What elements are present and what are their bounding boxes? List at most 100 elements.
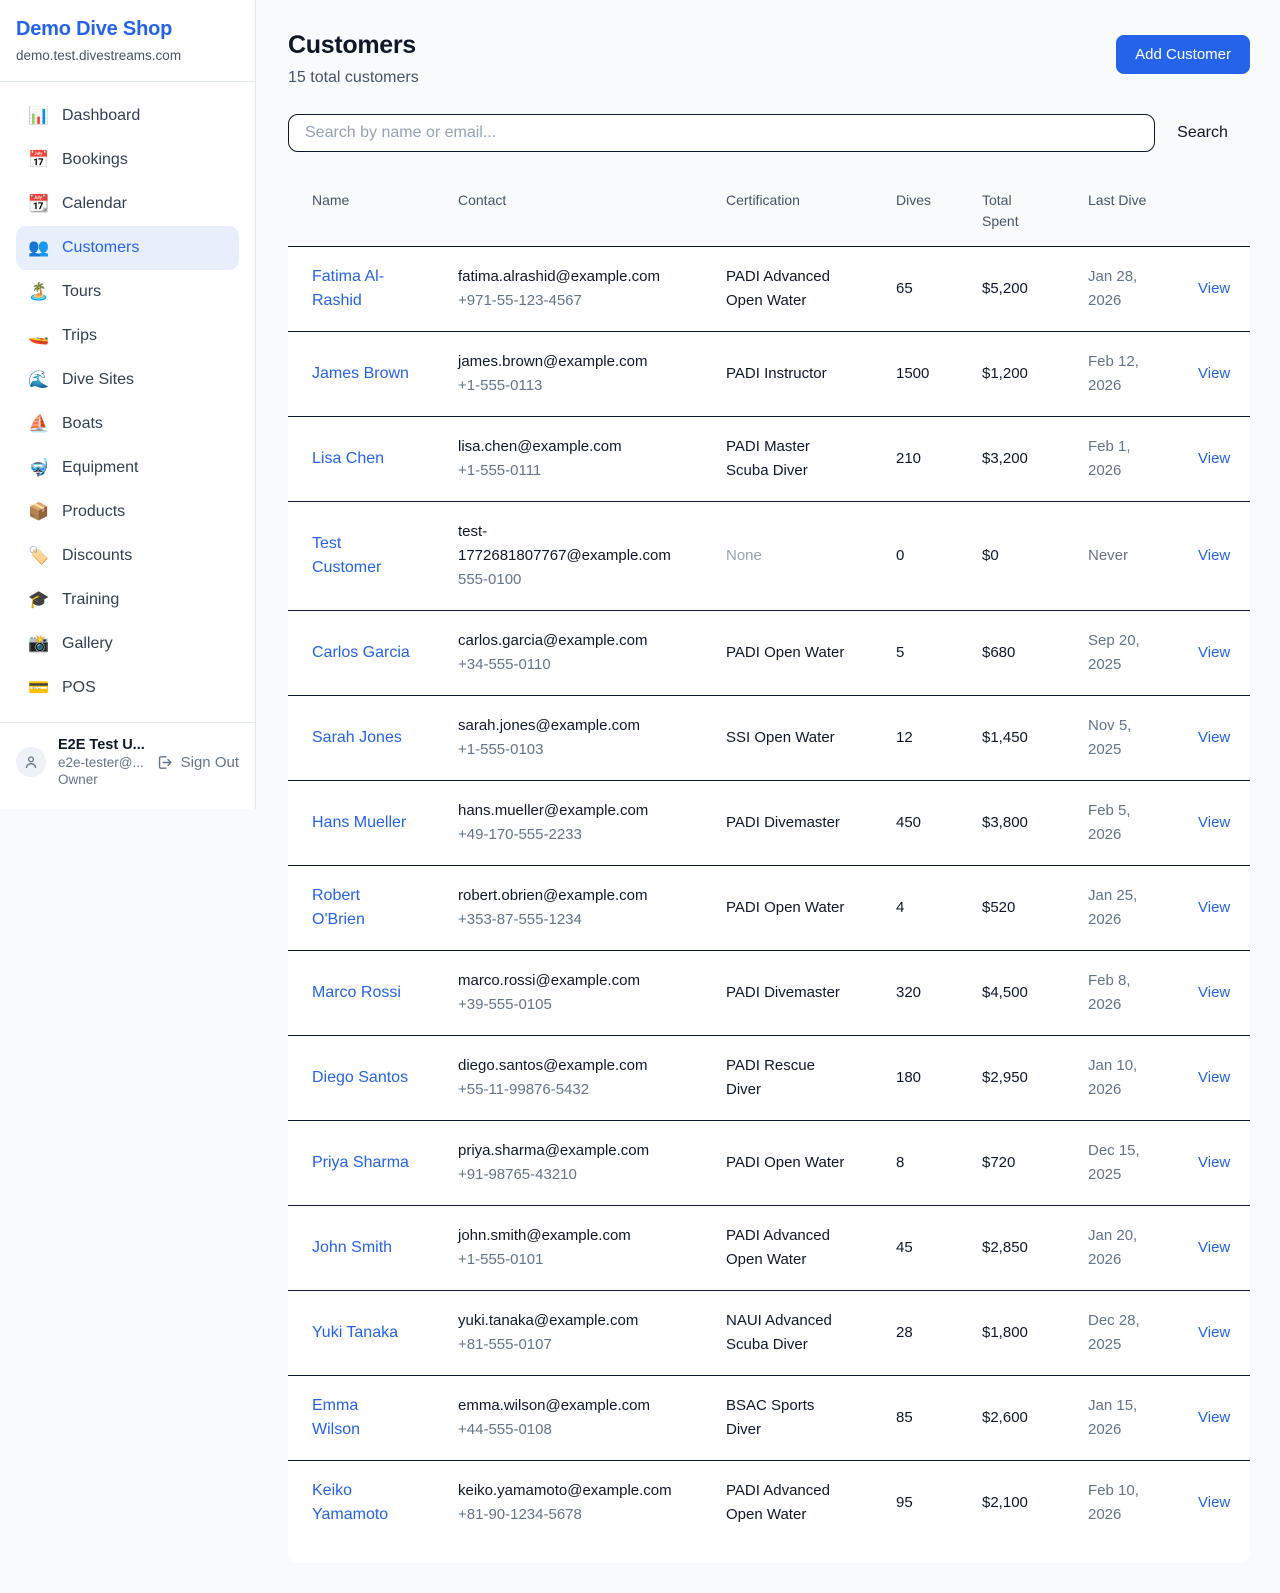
- sidebar-nav: 📊 Dashboard 📅 Bookings 📆 Calendar 👥 Cust…: [0, 82, 255, 722]
- customer-total-spent: $680: [958, 610, 1064, 696]
- customer-email: hans.mueller@example.com: [458, 802, 649, 819]
- sidebar-item-trips[interactable]: 🚤 Trips: [16, 314, 239, 358]
- customer-phone: +1-555-0103: [458, 741, 544, 758]
- sidebar-item-discounts[interactable]: 🏷️ Discounts: [16, 534, 239, 578]
- customer-certification: PADI Rescue Diver: [726, 1057, 815, 1098]
- customer-name-link[interactable]: Test Customer: [312, 535, 382, 576]
- customer-certification: None: [726, 547, 762, 564]
- view-customer-link[interactable]: View: [1198, 984, 1231, 1001]
- sidebar-item-calendar[interactable]: 📆 Calendar: [16, 182, 239, 226]
- customer-email: marco.rossi@example.com: [458, 972, 640, 989]
- sidebar-item-label: Gallery: [62, 635, 113, 652]
- customer-last-dive: Never: [1064, 501, 1174, 611]
- customer-phone: +91-98765-43210: [458, 1166, 577, 1183]
- table-header: Name Contact Certification Dives Total S…: [288, 178, 1250, 247]
- dashboard-icon: 📊: [28, 106, 50, 125]
- customer-certification: PADI Open Water: [726, 899, 845, 916]
- customer-name-link[interactable]: Emma Wilson: [312, 1397, 361, 1438]
- customer-last-dive: Feb 12, 2026: [1064, 331, 1174, 417]
- sidebar-item-customers[interactable]: 👥 Customers: [16, 226, 239, 270]
- customer-name-link[interactable]: James Brown: [312, 365, 409, 382]
- sidebar-item-boats[interactable]: ⛵ Boats: [16, 402, 239, 446]
- table-header-row: Name Contact Certification Dives Total S…: [288, 178, 1250, 247]
- customer-certification: PADI Advanced Open Water: [726, 1227, 830, 1268]
- customer-total-spent: $2,600: [958, 1375, 1064, 1461]
- sidebar-item-products[interactable]: 📦 Products: [16, 490, 239, 534]
- customer-name-link[interactable]: Diego Santos: [312, 1069, 409, 1086]
- customer-certification: NAUI Advanced Scuba Diver: [726, 1312, 832, 1353]
- view-customer-link[interactable]: View: [1198, 899, 1231, 916]
- customer-dives: 65: [872, 246, 958, 332]
- customer-total-spent: $3,800: [958, 780, 1064, 866]
- view-customer-link[interactable]: View: [1198, 1324, 1231, 1341]
- sign-out-button[interactable]: Sign Out: [156, 754, 239, 771]
- view-customer-link[interactable]: View: [1198, 644, 1231, 661]
- table-row: Diego Santos diego.santos@example.com +5…: [288, 1035, 1250, 1121]
- sidebar-item-label: Discounts: [62, 547, 133, 564]
- customer-name-link[interactable]: Hans Mueller: [312, 814, 407, 831]
- search-input[interactable]: [288, 114, 1155, 152]
- customer-email: keiko.yamamoto@example.com: [458, 1482, 672, 1499]
- customer-email: sarah.jones@example.com: [458, 717, 640, 734]
- customer-phone: +44-555-0108: [458, 1421, 552, 1438]
- sidebar-item-label: Dashboard: [62, 107, 141, 124]
- search-button[interactable]: Search: [1177, 124, 1228, 141]
- customer-name-link[interactable]: Robert O'Brien: [312, 887, 365, 928]
- customer-name-link[interactable]: Keiko Yamamoto: [312, 1482, 389, 1523]
- sidebar-item-dashboard[interactable]: 📊 Dashboard: [16, 94, 239, 138]
- view-customer-link[interactable]: View: [1198, 450, 1231, 467]
- sidebar-item-pos[interactable]: 💳 POS: [16, 666, 239, 710]
- customer-name-link[interactable]: Carlos Garcia: [312, 644, 410, 661]
- customer-total-spent: $4,500: [958, 950, 1064, 1036]
- view-customer-link[interactable]: View: [1198, 1239, 1231, 1256]
- customer-total-spent: $0: [958, 501, 1064, 611]
- sidebar-item-label: Training: [62, 591, 120, 608]
- user-role: Owner: [58, 772, 98, 787]
- sidebar-item-dive-sites[interactable]: 🌊 Dive Sites: [16, 358, 239, 402]
- customer-total-spent: $2,850: [958, 1205, 1064, 1291]
- column-header-total-spent: Total Spent: [958, 178, 1064, 247]
- sidebar-item-bookings[interactable]: 📅 Bookings: [16, 138, 239, 182]
- view-customer-link[interactable]: View: [1198, 729, 1231, 746]
- sidebar-item-equipment[interactable]: 🤿 Equipment: [16, 446, 239, 490]
- customer-name-link[interactable]: Lisa Chen: [312, 450, 385, 467]
- sidebar-item-label: Equipment: [62, 459, 139, 476]
- customer-name-link[interactable]: Priya Sharma: [312, 1154, 409, 1171]
- customer-name-link[interactable]: Yuki Tanaka: [312, 1324, 398, 1341]
- customer-name-link[interactable]: Sarah Jones: [312, 729, 402, 746]
- customers-icon: 👥: [28, 238, 50, 257]
- view-customer-link[interactable]: View: [1198, 1069, 1231, 1086]
- customer-last-dive: Dec 28, 2025: [1064, 1290, 1174, 1376]
- customer-dives: 85: [872, 1375, 958, 1461]
- customer-name-link[interactable]: Marco Rossi: [312, 984, 401, 1001]
- customer-name-link[interactable]: John Smith: [312, 1239, 393, 1256]
- view-customer-link[interactable]: View: [1198, 814, 1231, 831]
- tours-icon: 🏝️: [28, 282, 50, 301]
- bookings-icon: 📅: [28, 150, 50, 169]
- customer-dives: 95: [896, 1494, 913, 1511]
- add-customer-button[interactable]: Add Customer: [1116, 35, 1250, 74]
- customer-certification: PADI Master Scuba Diver: [726, 438, 810, 479]
- sidebar-item-training[interactable]: 🎓 Training: [16, 578, 239, 622]
- view-customer-link[interactable]: View: [1198, 1494, 1231, 1511]
- column-header-name: Name: [288, 178, 434, 247]
- view-customer-link[interactable]: View: [1198, 547, 1231, 564]
- page-title-block: Customers 15 total customers: [288, 31, 419, 87]
- sidebar-item-tours[interactable]: 🏝️ Tours: [16, 270, 239, 314]
- sidebar-item-gallery[interactable]: 📸 Gallery: [16, 622, 239, 666]
- customer-total-spent: $720: [958, 1120, 1064, 1206]
- view-customer-link[interactable]: View: [1198, 1154, 1231, 1171]
- customer-email: emma.wilson@example.com: [458, 1397, 650, 1414]
- customer-last-dive: Jan 20, 2026: [1064, 1205, 1174, 1291]
- sidebar-item-label: Dive Sites: [62, 371, 135, 388]
- customer-dives: 28: [872, 1290, 958, 1376]
- customer-email: john.smith@example.com: [458, 1227, 631, 1244]
- customer-phone: +49-170-555-2233: [458, 826, 582, 843]
- trips-icon: 🚤: [28, 326, 50, 345]
- view-customer-link[interactable]: View: [1198, 280, 1231, 297]
- view-customer-link[interactable]: View: [1198, 365, 1231, 382]
- customer-certification: PADI Instructor: [726, 365, 827, 382]
- view-customer-link[interactable]: View: [1198, 1409, 1231, 1426]
- customer-name-link[interactable]: Fatima Al-Rashid: [312, 268, 385, 309]
- customer-certification: PADI Divemaster: [726, 984, 840, 1001]
